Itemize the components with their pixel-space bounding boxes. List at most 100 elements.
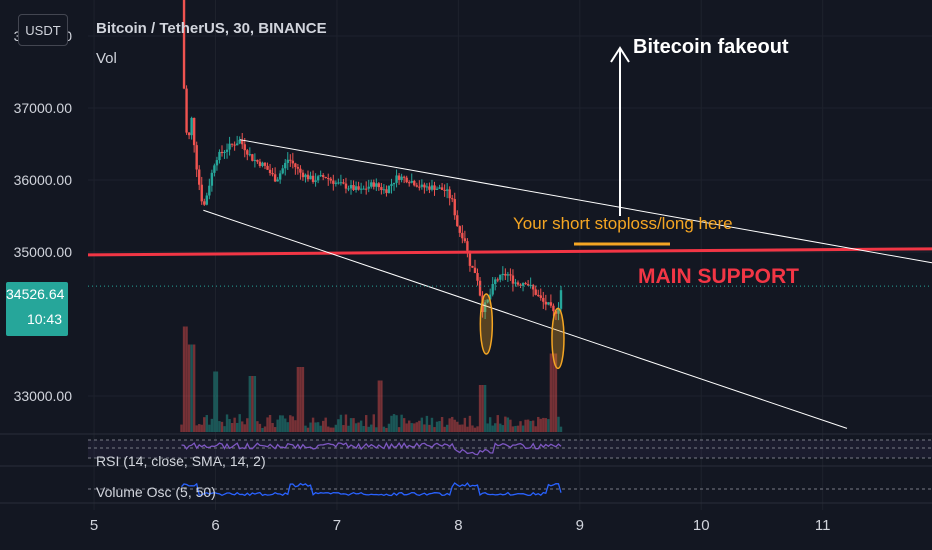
volume-bar bbox=[554, 353, 558, 432]
volume-bar bbox=[248, 376, 252, 432]
candle-body bbox=[271, 172, 274, 175]
rsi-legend[interactable]: RSI (14, close, SMA, 14, 2) bbox=[96, 453, 266, 469]
candle-body bbox=[198, 169, 201, 185]
candle-body bbox=[549, 302, 553, 306]
volume-bar bbox=[321, 420, 325, 432]
volume-bar bbox=[316, 422, 320, 432]
candle-body bbox=[357, 186, 360, 190]
candle-body bbox=[443, 189, 446, 191]
candle-body bbox=[458, 226, 462, 233]
candle-body bbox=[230, 143, 234, 145]
candle-body bbox=[235, 143, 239, 146]
candle-body bbox=[372, 182, 375, 187]
volume-osc-legend[interactable]: Volume Osc (5, 50) bbox=[96, 484, 216, 500]
volume-bar bbox=[329, 427, 332, 432]
volume-bar bbox=[296, 367, 300, 432]
candle-body bbox=[314, 180, 317, 182]
candle-body bbox=[266, 165, 269, 170]
volume-bar bbox=[314, 422, 317, 432]
main-support-line bbox=[87, 247, 932, 257]
volume-bar bbox=[387, 423, 391, 432]
volume-bar bbox=[359, 420, 363, 432]
volume-bar bbox=[410, 423, 413, 432]
volume-legend[interactable]: Vol bbox=[96, 50, 117, 67]
candle-body bbox=[405, 177, 408, 183]
fakeout-annotation[interactable]: Bitecoin fakeout bbox=[633, 36, 789, 58]
symbol-title[interactable]: Bitcoin / TetherUS, 30, BINANCE bbox=[96, 20, 327, 37]
volume-bar bbox=[511, 426, 515, 432]
volume-bar bbox=[478, 385, 482, 432]
volume-bar bbox=[542, 417, 545, 432]
volume-bar bbox=[182, 326, 186, 432]
candle-body bbox=[352, 185, 355, 190]
candle-body bbox=[390, 184, 393, 186]
candle-body bbox=[241, 139, 244, 145]
volume-bar bbox=[253, 376, 257, 432]
x-tick-label: 11 bbox=[815, 517, 831, 534]
volume-bar bbox=[223, 426, 226, 432]
volume-bar bbox=[195, 425, 198, 432]
volume-bar bbox=[289, 415, 292, 432]
candle-body bbox=[382, 189, 386, 191]
candle-body bbox=[466, 241, 469, 251]
volume-bar bbox=[334, 424, 338, 432]
candle-body bbox=[423, 184, 426, 188]
candle-body bbox=[332, 180, 335, 184]
candle-body bbox=[471, 265, 474, 268]
volume-bar bbox=[235, 422, 239, 432]
candle-body bbox=[182, 0, 186, 89]
candle-body bbox=[559, 290, 563, 309]
volume-bar bbox=[534, 426, 537, 432]
candle-body bbox=[367, 186, 370, 189]
volume-bar bbox=[486, 423, 489, 432]
volume-bar bbox=[200, 424, 203, 432]
volume-bar bbox=[382, 426, 386, 432]
candle-body bbox=[364, 188, 368, 190]
candle-body bbox=[519, 284, 522, 286]
volume-bar bbox=[466, 426, 469, 432]
candle-body bbox=[542, 297, 545, 302]
lower-trendline bbox=[203, 209, 848, 429]
candle-body bbox=[397, 175, 401, 180]
candle-body bbox=[453, 199, 456, 216]
candle-body bbox=[547, 302, 550, 305]
volume-bar bbox=[400, 414, 403, 432]
volume-bar bbox=[230, 422, 234, 432]
candle-body bbox=[296, 167, 300, 169]
volume-bar bbox=[531, 420, 535, 432]
candle-body bbox=[301, 172, 305, 178]
volume-bar bbox=[405, 423, 408, 432]
volume-bar bbox=[514, 425, 517, 432]
candle-body bbox=[534, 289, 537, 295]
volume-bar bbox=[430, 417, 434, 432]
candle-body bbox=[205, 195, 209, 205]
candle-body bbox=[306, 174, 310, 180]
candle-body bbox=[281, 168, 284, 174]
volume-bar bbox=[352, 418, 355, 432]
candle-body bbox=[461, 232, 464, 239]
volume-bar bbox=[451, 416, 454, 432]
x-tick-label: 5 bbox=[90, 517, 98, 534]
candle-body bbox=[359, 188, 363, 190]
volume-bar bbox=[433, 427, 436, 432]
volume-bar bbox=[273, 427, 277, 432]
candle-body bbox=[192, 117, 196, 146]
volume-bar bbox=[213, 371, 216, 432]
volume-bar bbox=[332, 427, 335, 432]
time-axis[interactable]: 5 6 7 8 9 10 11 bbox=[90, 517, 831, 534]
candle-body bbox=[476, 273, 479, 281]
volume-bar bbox=[241, 421, 244, 432]
candle-body bbox=[435, 188, 439, 190]
currency-button[interactable]: USDT bbox=[18, 14, 68, 46]
candle-body bbox=[456, 215, 459, 227]
volume-bar bbox=[286, 422, 289, 432]
volume-bar bbox=[263, 426, 267, 432]
main-support-annotation[interactable]: MAIN SUPPORT bbox=[638, 265, 800, 288]
stoploss-annotation[interactable]: Your short stoploss/long here bbox=[513, 214, 733, 233]
y-tick-label: 35000.00 bbox=[14, 244, 73, 260]
volume-bar bbox=[309, 422, 312, 432]
candle-body bbox=[185, 88, 188, 133]
candle-body bbox=[445, 189, 449, 191]
candle-body bbox=[187, 132, 191, 136]
